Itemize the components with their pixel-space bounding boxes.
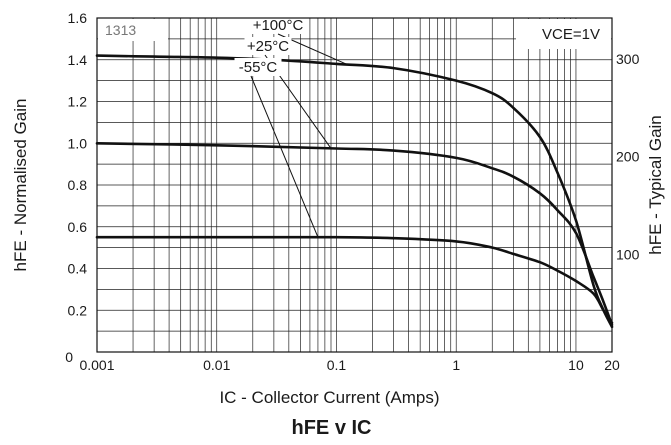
- plot-frame: [96, 17, 613, 353]
- y-tick-label: 0.8: [68, 177, 88, 193]
- series-label-background: [244, 37, 292, 55]
- y-tick-label: 0.2: [68, 302, 88, 318]
- y2-tick-label: 300: [616, 51, 640, 67]
- tick-labels: 0.001 0.01 0.1 1 10 2000.20.40.60.81.01.21.41…: [65, 10, 639, 373]
- y-tick-label: 1.4: [68, 52, 88, 68]
- curves: [95, 54, 614, 329]
- y-tick-label: 1.0: [68, 135, 88, 151]
- y-tick-label: 1.6: [68, 10, 88, 26]
- series-line-2: [95, 142, 614, 327]
- part-code-label: 1313: [105, 22, 136, 38]
- x-tick-label: 0.1: [327, 357, 347, 373]
- x-tick-label: 0.001: [79, 357, 114, 373]
- series-label-background: [250, 16, 306, 34]
- series-label-background: [234, 58, 282, 76]
- y-tick-label: 0.4: [68, 261, 88, 277]
- x-axis-title: IC - Collector Current (Amps): [219, 388, 439, 407]
- grid: [97, 18, 613, 352]
- y2-tick-label: 200: [616, 149, 640, 165]
- part-code-background: [98, 19, 168, 41]
- chart-title: hFE v IC: [291, 417, 371, 439]
- series-label-leader: [250, 75, 319, 238]
- series-label: -55°C: [239, 59, 278, 76]
- y-tick-label: 0: [65, 349, 73, 365]
- x-tick-label: 10: [568, 357, 584, 373]
- y-tick-label: 1.2: [68, 94, 88, 110]
- y-tick-label: 0.6: [68, 219, 88, 235]
- condition-background: [516, 19, 611, 49]
- x-tick-label: 1: [452, 357, 460, 373]
- series-line-1: [95, 54, 614, 329]
- series-line-3: [95, 235, 614, 325]
- y2-axis-title: hFE - Typical Gain: [646, 115, 665, 255]
- annotations: 1313 VCE=1V +100°C +25°C -55°C: [98, 16, 611, 238]
- series-label: +25°C: [247, 38, 289, 55]
- y2-tick-label: 100: [616, 246, 640, 262]
- y-axis-title: hFE - Normalised Gain: [11, 99, 30, 272]
- x-tick-label: 20: [604, 357, 620, 373]
- series-label: +100°C: [253, 17, 304, 34]
- condition-label: VCE=1V: [542, 26, 600, 43]
- x-tick-label: 0.01: [203, 357, 230, 373]
